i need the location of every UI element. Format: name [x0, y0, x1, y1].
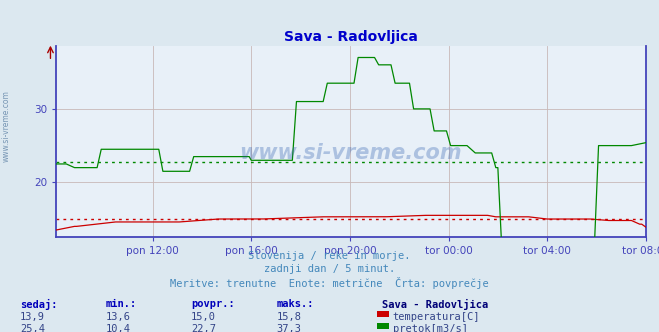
Text: www.si-vreme.com: www.si-vreme.com	[240, 143, 462, 163]
Text: 37,3: 37,3	[277, 324, 302, 332]
Text: Sava - Radovljica: Sava - Radovljica	[382, 299, 488, 310]
Text: Slovenija / reke in morje.: Slovenija / reke in morje.	[248, 251, 411, 261]
Text: 13,6: 13,6	[105, 312, 130, 322]
Text: www.si-vreme.com: www.si-vreme.com	[2, 90, 11, 162]
Text: 15,8: 15,8	[277, 312, 302, 322]
Text: maks.:: maks.:	[277, 299, 314, 309]
Text: 22,7: 22,7	[191, 324, 216, 332]
Text: Meritve: trenutne  Enote: metrične  Črta: povprečje: Meritve: trenutne Enote: metrične Črta: …	[170, 277, 489, 289]
Text: 10,4: 10,4	[105, 324, 130, 332]
Text: 25,4: 25,4	[20, 324, 45, 332]
Text: povpr.:: povpr.:	[191, 299, 235, 309]
Text: 15,0: 15,0	[191, 312, 216, 322]
Text: pretok[m3/s]: pretok[m3/s]	[393, 324, 468, 332]
Title: Sava - Radovljica: Sava - Radovljica	[284, 30, 418, 44]
Text: 13,9: 13,9	[20, 312, 45, 322]
Text: sedaj:: sedaj:	[20, 299, 57, 310]
Text: temperatura[C]: temperatura[C]	[393, 312, 480, 322]
Text: zadnji dan / 5 minut.: zadnji dan / 5 minut.	[264, 264, 395, 274]
Text: min.:: min.:	[105, 299, 136, 309]
